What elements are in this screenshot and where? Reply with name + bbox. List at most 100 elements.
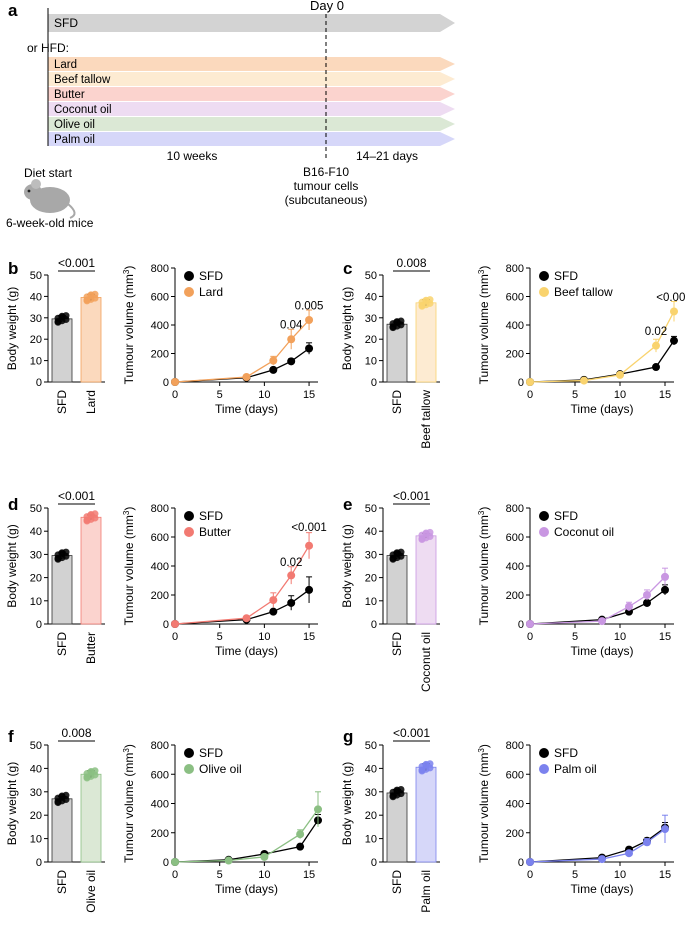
diet-arrow-1 [48, 72, 455, 86]
legend-marker [184, 748, 194, 758]
legend-marker [184, 527, 194, 537]
bar-category-label: SFD [390, 390, 404, 414]
sfd-arrow [48, 14, 455, 32]
line-y-tick-label: 400 [151, 799, 169, 811]
bar-y-tick-label: 50 [365, 740, 377, 752]
p-value-label: <0.001 [58, 256, 95, 270]
data-point [287, 571, 296, 580]
line-y-tick-label: 400 [506, 799, 524, 811]
panel-label-d: d [8, 495, 18, 514]
data-point [526, 378, 534, 386]
tumour-line-2: tumour cells [294, 179, 359, 193]
bar [386, 555, 408, 625]
bar [80, 297, 102, 383]
series-hfd [171, 791, 322, 866]
diet-arrow-3 [48, 102, 455, 116]
data-point [305, 316, 314, 325]
series-line [174, 819, 319, 863]
bar-dot [87, 291, 95, 299]
legend-label: Olive oil [199, 762, 242, 776]
line-x-tick-label: 5 [217, 631, 223, 643]
bar-chart-e: 0 10 20 30 40 50 SFD Coconut oil <0.001 Body weig… [340, 489, 440, 692]
line-x-tick-label: 15 [303, 389, 315, 401]
bar-dot [54, 554, 62, 562]
legend-label: Coconut oil [554, 525, 614, 539]
line-x-tick-label: 0 [172, 631, 178, 643]
line-chart-c: 0 200 400 600 800 0 5 10 15 Time (days) Tumour vol… [477, 263, 685, 416]
bar-y-tick-label: 40 [30, 526, 42, 538]
line-x-axis-title: Time (days) [215, 402, 278, 416]
bar-y-tick-label: 0 [371, 377, 377, 389]
line-y-tick-label: 200 [151, 828, 169, 840]
data-point [260, 852, 269, 861]
bar-y-tick-label: 30 [365, 787, 377, 799]
line-x-axis-title: Time (days) [571, 644, 634, 658]
data-point [598, 617, 606, 626]
bar-y-axis-title: Body weight (g) [340, 762, 354, 845]
bar-y-tick-label: 40 [365, 526, 377, 538]
series-sfd [171, 342, 314, 386]
diet-arrow-2 [48, 87, 455, 101]
line-y-tick-label: 800 [506, 740, 524, 752]
data-point [305, 585, 314, 594]
line-y-tick-label: 600 [151, 532, 169, 544]
legend-label: Beef tallow [554, 285, 613, 299]
panel-label-e: e [343, 495, 352, 514]
legend-marker [539, 271, 549, 281]
line-chart-b: 0 200 400 600 800 0 5 10 15 Time (days) Tumour vol… [122, 263, 323, 416]
line-x-tick-label: 10 [258, 389, 270, 401]
bar-chart-c: 0 10 20 30 40 50 SFD Beef tallow 0.008 Body weigh… [340, 256, 440, 449]
bar-y-tick-label: 10 [365, 356, 377, 368]
bar-dot [54, 317, 62, 325]
data-point [652, 363, 660, 372]
bar-y-axis-title: Body weight (g) [5, 524, 19, 607]
line-x-axis-title: Time (days) [215, 882, 278, 896]
bar-y-tick-label: 20 [30, 334, 42, 346]
line-x-tick-label: 15 [659, 389, 671, 401]
data-point [598, 855, 606, 864]
line-x-tick-label: 10 [258, 869, 270, 881]
bar-y-tick-label: 40 [30, 291, 42, 303]
bar-y-tick-label: 50 [30, 503, 42, 515]
bar-y-tick-label: 30 [30, 787, 42, 799]
bar-dot [54, 798, 62, 806]
data-point [287, 357, 296, 366]
legend-marker [184, 511, 194, 521]
line-x-tick-label: 15 [303, 631, 315, 643]
data-point [171, 858, 179, 866]
legend-label: SFD [554, 746, 578, 760]
p-value-label: 0.008 [61, 726, 91, 740]
mice-label: 6-week-old mice [6, 216, 94, 230]
data-point [305, 541, 314, 550]
diet-arrow-label-4: Olive oil [54, 119, 95, 131]
data-point [661, 585, 669, 594]
series-hfd [526, 567, 669, 628]
line-x-axis-title: Time (days) [215, 644, 278, 658]
line-x-tick-label: 5 [217, 869, 223, 881]
bar-y-tick-label: 40 [365, 291, 377, 303]
p-value-annotation: 0.02 [645, 326, 667, 338]
bar-category-label: Coconut oil [419, 632, 433, 692]
data-point [526, 858, 534, 866]
bar-dot [83, 516, 91, 524]
line-x-tick-label: 10 [614, 631, 626, 643]
line-y-tick-label: 600 [151, 769, 169, 781]
line-y-axis-title: Tumour volume (mm3) [122, 507, 136, 626]
line-y-tick-label: 200 [151, 590, 169, 602]
diet-arrow-4 [48, 117, 455, 131]
bar-dot [58, 549, 66, 557]
legend-label: SFD [199, 269, 223, 283]
line-y-tick-label: 600 [151, 292, 169, 304]
data-point [287, 335, 296, 344]
bar-y-tick-label: 50 [30, 740, 42, 752]
bar-y-tick-label: 20 [365, 573, 377, 585]
legend-marker [539, 527, 549, 537]
data-point [269, 356, 278, 365]
bar-y-tick-label: 0 [36, 619, 42, 631]
bar-y-axis-title: Body weight (g) [340, 287, 354, 370]
bar-y-tick-label: 40 [365, 763, 377, 775]
bar [415, 766, 437, 863]
bar-category-label: Beef tallow [419, 390, 433, 449]
